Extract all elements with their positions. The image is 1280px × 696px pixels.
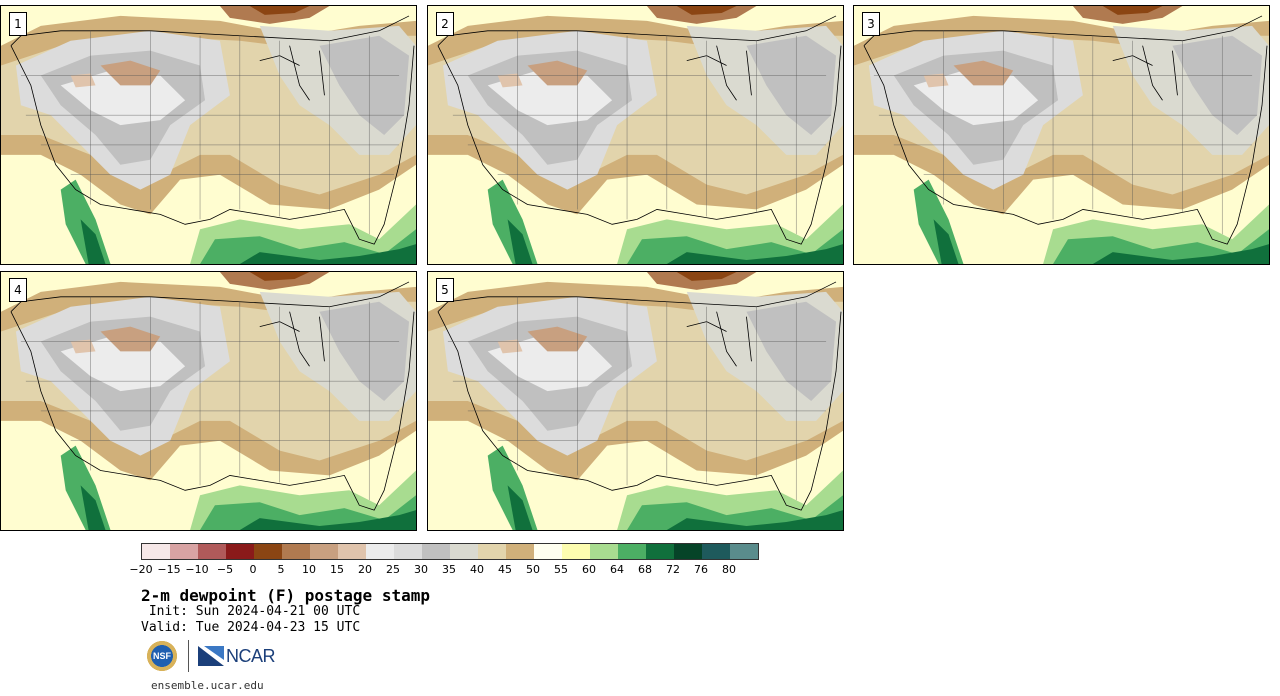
colorbar-tick-label: 40 <box>470 563 484 576</box>
colorbar-tick-label: 72 <box>666 563 680 576</box>
map-panel-2: 2 <box>427 5 844 265</box>
map-panel-3: 3 <box>853 5 1270 265</box>
colorbar-tick-label: 68 <box>638 563 652 576</box>
nsf-logo: NSF <box>145 639 179 673</box>
panel-number-4: 4 <box>9 278 27 302</box>
logo-divider <box>188 640 189 672</box>
colorbar-tick-label: 80 <box>722 563 736 576</box>
colorbar-tick-label: 60 <box>582 563 596 576</box>
panel-number-5: 5 <box>436 278 454 302</box>
ncar-logo: NCAR <box>198 646 276 667</box>
colorbar-swatch <box>198 544 226 559</box>
colorbar-swatch <box>590 544 618 559</box>
ncar-mark-icon <box>198 646 224 666</box>
map-panel-1: 1 <box>0 5 417 265</box>
colorbar-tick-label: 25 <box>386 563 400 576</box>
colorbar-swatch <box>450 544 478 559</box>
colorbar-tick-label: 10 <box>302 563 316 576</box>
colorbar <box>141 543 759 560</box>
map-panel-4: 4 <box>0 271 417 531</box>
map-2 <box>428 6 843 264</box>
colorbar-swatch <box>422 544 450 559</box>
valid-time: Valid: Tue 2024-04-23 15 UTC <box>141 620 361 635</box>
colorbar-swatch <box>226 544 254 559</box>
map-4 <box>1 272 416 530</box>
colorbar-swatch <box>646 544 674 559</box>
colorbar-swatch <box>534 544 562 559</box>
colorbar-swatch <box>394 544 422 559</box>
colorbar-swatch <box>170 544 198 559</box>
colorbar-swatch <box>142 544 170 559</box>
site-url[interactable]: ensemble.ucar.edu <box>151 679 264 692</box>
colorbar-tick-label: −10 <box>185 563 209 576</box>
colorbar-swatch <box>282 544 310 559</box>
colorbar-ticks: −20 −15 −10 −5 0 5 10 15 20 25 30 35 40 45 50 55 60 64 68 7… <box>129 563 770 577</box>
colorbar-tick-label: 64 <box>610 563 624 576</box>
colorbar-tick-label: −20 <box>129 563 153 576</box>
colorbar-tick-label: 35 <box>442 563 456 576</box>
logos: NSF NCAR <box>145 638 276 674</box>
colorbar-swatch <box>506 544 534 559</box>
init-time: Init: Sun 2024-04-21 00 UTC <box>141 604 361 619</box>
colorbar-tick-label: 76 <box>694 563 708 576</box>
panel-number-2: 2 <box>436 12 454 36</box>
colorbar-tick-label: 45 <box>498 563 512 576</box>
colorbar-tick-label: 0 <box>249 563 257 576</box>
colorbar-swatch <box>730 544 758 559</box>
colorbar-swatch <box>618 544 646 559</box>
colorbar-tick-label: 15 <box>330 563 344 576</box>
colorbar-swatch <box>366 544 394 559</box>
colorbar-tick-label: 20 <box>358 563 372 576</box>
colorbar-swatch <box>702 544 730 559</box>
colorbar-tick-label: −5 <box>216 563 234 576</box>
colorbar-swatch <box>562 544 590 559</box>
map-panel-5: 5 <box>427 271 844 531</box>
colorbar-swatch <box>674 544 702 559</box>
colorbar-swatch <box>310 544 338 559</box>
map-5 <box>428 272 843 530</box>
map-1 <box>1 6 416 264</box>
colorbar-tick-label: 55 <box>554 563 568 576</box>
panel-number-1: 1 <box>9 12 27 36</box>
map-3 <box>854 6 1269 264</box>
colorbar-tick-label: 5 <box>277 563 285 576</box>
panel-number-3: 3 <box>862 12 880 36</box>
page-title: 2-m dewpoint (F) postage stamp <box>141 586 430 605</box>
colorbar-tick-label: 50 <box>526 563 540 576</box>
colorbar-swatch <box>338 544 366 559</box>
colorbar-swatch <box>254 544 282 559</box>
colorbar-tick-label: −15 <box>157 563 181 576</box>
colorbar-tick-label: 30 <box>414 563 428 576</box>
colorbar-swatch <box>478 544 506 559</box>
